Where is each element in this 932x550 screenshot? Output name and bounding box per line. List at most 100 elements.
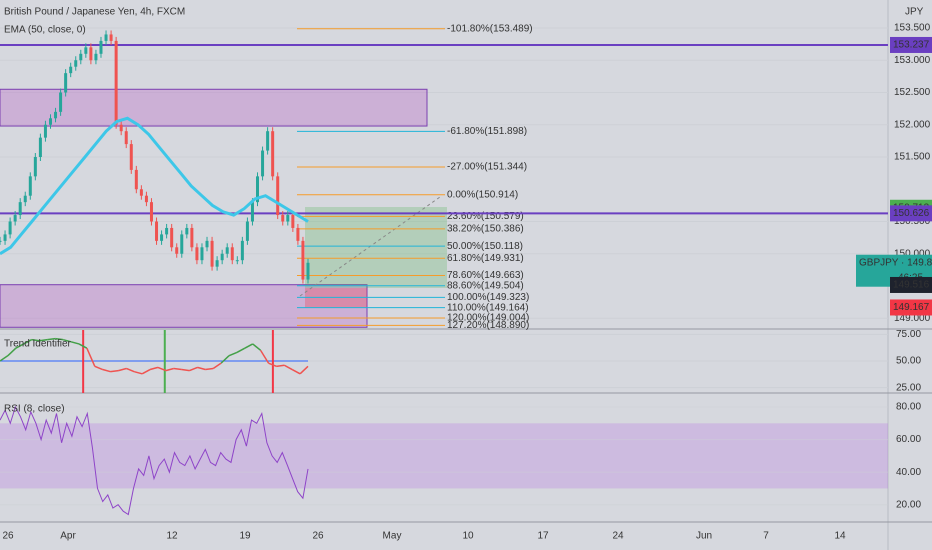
trend-segment (220, 355, 230, 364)
trend-segment (252, 343, 262, 351)
trend-segment (189, 366, 198, 372)
trend-segment (7, 347, 17, 357)
candle (89, 47, 93, 61)
fib-label: 100.00%(149.323) (447, 292, 529, 303)
y-tick-label: 80.00 (896, 402, 921, 413)
trend-segment (62, 338, 72, 343)
trend-segment (299, 365, 309, 375)
candle (64, 73, 68, 93)
price-badge-label: 153.237 (893, 40, 930, 51)
candle (94, 53, 98, 61)
candle (149, 202, 153, 222)
candle (286, 215, 290, 222)
candle (84, 47, 88, 54)
y-tick-label: 150.500 (894, 216, 931, 227)
candle (180, 234, 184, 254)
trend-segment (70, 341, 80, 345)
fib-label: 61.80%(149.931) (447, 253, 524, 264)
candle (59, 92, 63, 112)
x-tick-label: 10 (462, 531, 474, 542)
trend-segment (212, 362, 222, 370)
y-tick-label: 152.500 (894, 87, 931, 98)
candle (256, 176, 260, 203)
candle (109, 34, 113, 41)
fib-label: 0.00%(150.914) (447, 189, 518, 200)
candle (43, 124, 47, 138)
trend-segment (31, 338, 40, 342)
candle (3, 234, 7, 241)
price-badge-label: GBPJPY · 149.861 (859, 257, 932, 268)
candle (215, 260, 219, 267)
candle (210, 240, 214, 267)
candle (306, 262, 310, 280)
y-tick-label: 20.00 (896, 499, 921, 510)
candle (0, 240, 2, 242)
trend-segment (205, 367, 214, 371)
fib-label: -101.80%(153.489) (447, 23, 533, 34)
candle (261, 150, 265, 177)
candle (74, 60, 78, 67)
candle (155, 221, 159, 241)
candle (18, 202, 22, 216)
candle (28, 176, 32, 196)
fib-label: 88.60%(149.504) (447, 280, 524, 291)
price-badge (890, 276, 932, 293)
ema-legend: EMA (50, close, 0) (4, 25, 86, 36)
candle (205, 240, 209, 248)
profit-zone (305, 207, 447, 288)
candle (144, 195, 148, 203)
fib-label: 127.20%(148.890) (447, 320, 529, 331)
candle (175, 247, 179, 254)
candle (48, 118, 52, 125)
candle (38, 137, 42, 157)
trend-segment (94, 365, 103, 371)
trend-segment (236, 347, 246, 354)
candle (79, 53, 83, 61)
trend-segment (141, 368, 151, 375)
y-tick-label: 40.00 (896, 467, 921, 478)
x-tick-label: 7 (763, 531, 769, 542)
candle (23, 195, 27, 203)
candle (240, 240, 244, 261)
candle (195, 247, 199, 261)
y-tick-label: 25.00 (896, 382, 921, 393)
candle (129, 144, 133, 170)
y-tick-label: 152.000 (894, 119, 931, 130)
price-badge (890, 205, 932, 222)
candle (69, 66, 73, 74)
trend-segment (268, 362, 277, 368)
trend-segment (110, 369, 119, 373)
price-badge (890, 299, 932, 316)
candle (190, 227, 194, 248)
currency-label: JPY (905, 7, 924, 18)
chart-title: British Pound / Japanese Yen, 4h, FXCM (4, 7, 185, 18)
candle (276, 176, 280, 216)
candle (281, 215, 285, 222)
candle (124, 131, 128, 145)
candle (245, 221, 249, 241)
x-tick-label: 17 (537, 531, 549, 542)
fib-label: 50.00%(150.118) (447, 241, 523, 252)
y-tick-label: 150.000 (894, 248, 931, 259)
rsi-legend: RSI (8, close) (4, 404, 65, 415)
trend-segment (181, 368, 190, 372)
candle (104, 34, 108, 41)
y-tick-label: 153.000 (894, 55, 931, 66)
zone (0, 88, 428, 127)
x-tick-label: Jun (696, 531, 712, 542)
x-tick-label: 24 (612, 531, 624, 542)
y-tick-label: 60.00 (896, 434, 921, 445)
candle (8, 221, 12, 235)
candle (301, 240, 305, 280)
fib-label: 110.00%(149.164) (447, 302, 529, 313)
x-tick-label: 26 (2, 531, 14, 542)
trend-segment (157, 366, 167, 372)
x-tick-label: 14 (834, 531, 846, 542)
candle (160, 234, 164, 241)
trend-segment (134, 370, 143, 375)
candle (291, 215, 295, 228)
trend-segment (276, 364, 285, 368)
y-tick-label: 50.00 (896, 356, 921, 367)
candle (170, 227, 174, 248)
